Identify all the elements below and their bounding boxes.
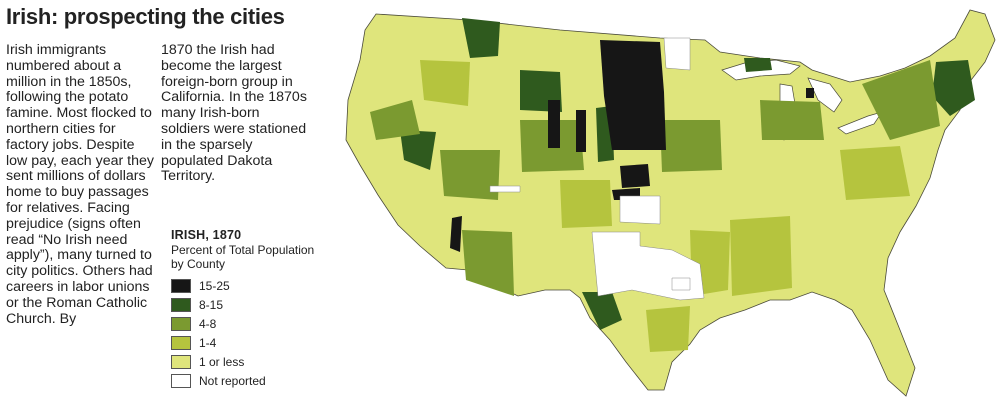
legend-swatch <box>171 354 191 369</box>
lake-huron <box>807 77 843 113</box>
map-title: Irish: prospecting the cities <box>6 4 285 29</box>
legend-item-4-8: 4-8 <box>171 314 321 333</box>
map-legend: IRISH, 1870 Percent of Total Population … <box>171 228 321 390</box>
legend-label: Not reported <box>199 373 266 388</box>
body-text-column-1: Irish immigrants numbered about a millio… <box>6 42 154 327</box>
not-reported-areas <box>489 37 705 301</box>
legend-title: IRISH, 1870 <box>171 228 242 242</box>
shading-8-15 <box>400 18 975 330</box>
us-county-choropleth-map <box>345 9 996 397</box>
legend-item-not-reported: Not reported <box>171 371 321 390</box>
legend-label: 15-25 <box>199 278 230 293</box>
shading-15-25 <box>450 40 814 252</box>
legend-subtitle: Percent of Total Population by County <box>171 243 315 271</box>
legend-item-1-4: 1-4 <box>171 333 321 352</box>
legend-item-1-or-less: 1 or less <box>171 352 321 371</box>
shading-1-4 <box>420 60 910 352</box>
legend-swatch <box>171 297 191 312</box>
lake-erie <box>837 111 883 135</box>
legend-swatch <box>171 316 191 331</box>
body-text-column-2: 1870 the Irish had become the largest fo… <box>161 42 307 185</box>
legend-label: 4-8 <box>199 316 217 331</box>
legend-swatch <box>171 373 191 388</box>
legend-label: 8-15 <box>199 297 224 312</box>
shading-4-8 <box>370 60 940 296</box>
legend-item-8-15: 8-15 <box>171 295 321 314</box>
legend-swatch <box>171 278 191 293</box>
legend-label: 1-4 <box>199 335 217 350</box>
legend-label: 1 or less <box>199 354 245 369</box>
legend-item-15-25: 15-25 <box>171 276 321 295</box>
legend-swatch <box>171 335 191 350</box>
